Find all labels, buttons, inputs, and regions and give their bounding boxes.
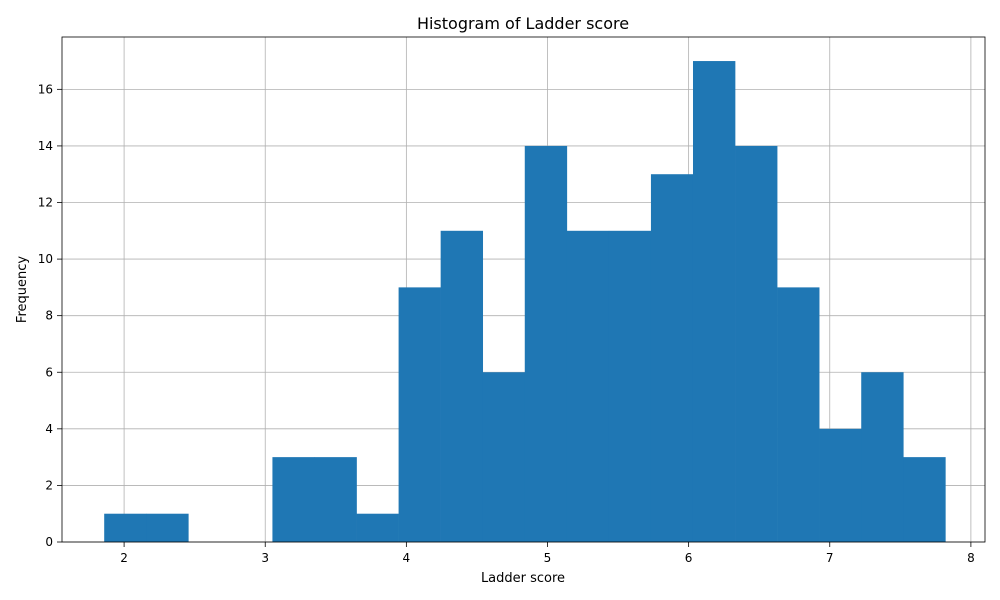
histogram-bar — [819, 428, 862, 542]
histogram-bar — [650, 174, 694, 542]
histogram-bar — [104, 513, 147, 542]
histogram-bar — [735, 145, 778, 542]
x-tick-label: 4 — [403, 551, 411, 565]
bars — [104, 61, 946, 543]
histogram-bar — [903, 457, 946, 542]
histogram-bar — [777, 287, 820, 542]
histogram-bar — [524, 145, 568, 542]
x-tick-label: 3 — [261, 551, 269, 565]
histogram-bar — [146, 513, 189, 542]
y-tick-label: 10 — [38, 252, 53, 266]
y-tick-label: 2 — [45, 478, 53, 492]
x-tick-label: 5 — [544, 551, 552, 565]
plot-frame — [61, 36, 986, 543]
y-tick-label: 8 — [45, 309, 53, 323]
y-tick-label: 14 — [38, 139, 53, 153]
histogram-bar — [608, 230, 652, 542]
histogram-bar — [566, 230, 610, 542]
histogram-bar — [692, 61, 736, 543]
histogram-bar — [440, 230, 484, 542]
histogram-bar — [356, 513, 399, 542]
histogram-bar — [398, 287, 441, 542]
y-tick-label: 6 — [45, 365, 53, 379]
y-tick-label: 16 — [38, 82, 53, 96]
histogram-bar — [314, 457, 357, 542]
y-tick-label: 0 — [45, 535, 53, 549]
chart-title: Histogram of Ladder score — [417, 14, 629, 33]
histogram-bar — [482, 372, 526, 542]
histogram-bar — [272, 457, 315, 542]
y-axis-label: Frequency — [15, 256, 30, 323]
x-tick-label: 2 — [120, 551, 128, 565]
histogram-bar — [861, 372, 904, 542]
x-tick-label: 6 — [685, 551, 693, 565]
y-axis-ticks: 0 2 4 6 8 10 12 14 16 — [38, 82, 62, 549]
x-tick-label: 7 — [826, 551, 834, 565]
y-tick-label: 12 — [38, 196, 53, 210]
y-tick-label: 4 — [45, 422, 53, 436]
x-axis-ticks: 2 3 4 5 6 7 8 — [120, 542, 975, 565]
x-tick-label: 8 — [967, 551, 975, 565]
x-axis-label: Ladder score — [481, 571, 565, 586]
